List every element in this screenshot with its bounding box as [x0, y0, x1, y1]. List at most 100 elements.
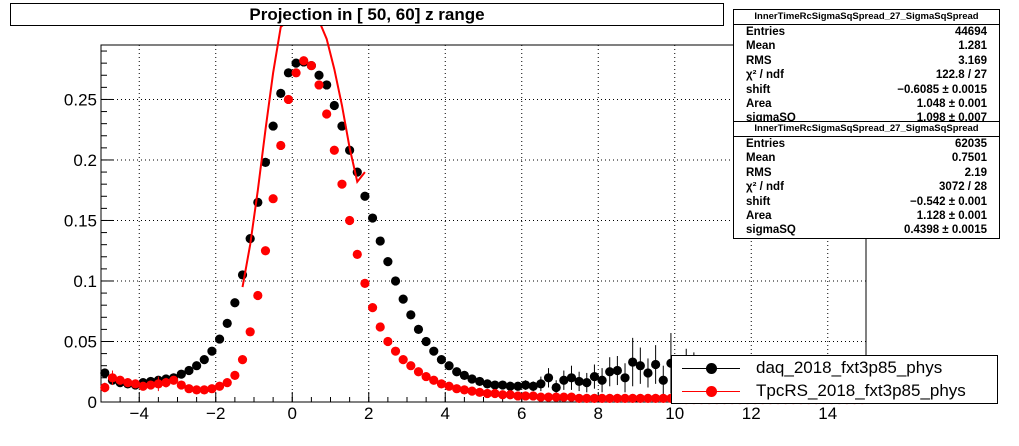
stats-value: 3072 / 28	[939, 181, 987, 194]
data-point	[283, 68, 294, 78]
x-tick-label: 14	[818, 404, 837, 423]
data-point	[444, 361, 454, 371]
data-point	[352, 249, 362, 259]
stats-header: InnerTimeRcSigmaSqSpread_27_SigmaSqSprea…	[734, 122, 999, 137]
stats-row: shift −0.6085 ± 0.0015	[734, 83, 999, 97]
data-point	[268, 121, 278, 131]
data-point	[367, 213, 378, 223]
stats-row: Area 1.128 ± 0.001	[734, 209, 999, 223]
data-point	[543, 373, 554, 383]
x-tick-label: 2	[364, 404, 373, 423]
stats-value: −0.6085 ± 0.0015	[897, 83, 987, 96]
legend-label: TpcRS_2018_fxt3p85_phys	[756, 381, 966, 400]
data-point	[345, 215, 355, 226]
data-point	[551, 392, 561, 402]
data-point	[528, 381, 538, 391]
stats-value: 62035	[955, 138, 987, 150]
stats-box-daq: InnerTimeRcSigmaSqSpread_27_SigmaSqSprea…	[733, 9, 1000, 127]
data-point	[398, 294, 408, 304]
data-point	[283, 94, 294, 105]
stats-row: χ² / ndf 122.8 / 27	[734, 68, 999, 82]
data-point	[276, 140, 286, 151]
data-point	[444, 381, 454, 391]
data-point	[413, 367, 424, 377]
data-point	[520, 391, 531, 401]
data-point	[314, 70, 324, 80]
data-point	[383, 336, 393, 347]
legend-entry-tpcrs: TpcRS_2018_fxt3p85_phys	[672, 380, 997, 402]
stats-label: Mean	[746, 152, 776, 165]
data-point	[582, 378, 592, 388]
stats-header: InnerTimeRcSigmaSqSpread_27_SigmaSqSprea…	[734, 10, 999, 25]
stats-label: Area	[746, 97, 772, 110]
data-point	[291, 58, 301, 68]
data-point	[505, 390, 515, 400]
data-point	[230, 370, 240, 380]
data-point	[643, 393, 653, 403]
legend-label: daq_2018_fxt3p85_phys	[756, 358, 943, 377]
data-point	[628, 357, 638, 367]
data-point	[337, 179, 347, 189]
stats-label: shift	[746, 83, 771, 96]
stats-box-tpcrs: InnerTimeRcSigmaSqSpread_27_SigmaSqSprea…	[733, 121, 1000, 239]
y-tick-label: 0	[88, 393, 97, 412]
data-point	[199, 385, 209, 395]
data-point	[635, 393, 645, 403]
stats-row: sigmaSQ 0.4398 ± 0.0015	[734, 223, 999, 237]
data-point	[138, 381, 148, 391]
data-point	[459, 370, 469, 380]
data-point	[390, 346, 401, 356]
data-point	[559, 392, 569, 402]
legend-marker	[706, 386, 717, 397]
data-point	[436, 379, 447, 389]
data-point	[551, 382, 561, 393]
stats-label: Entries	[746, 138, 785, 150]
data-point	[490, 380, 500, 390]
x-tick-label: 10	[665, 404, 684, 423]
stats-value: 1.281	[958, 40, 987, 53]
data-point	[612, 365, 622, 376]
legend-marker	[706, 363, 717, 374]
data-point	[475, 387, 485, 397]
data-point	[100, 368, 110, 378]
stats-row: RMS 3.169	[734, 54, 999, 68]
x-tick-label: −2	[206, 404, 225, 423]
data-point	[589, 393, 600, 403]
legend: daq_2018_fxt3p85_phys TpcRS_2018_fxt3p85…	[671, 355, 998, 404]
data-point	[253, 290, 263, 301]
data-point	[214, 334, 225, 344]
data-point	[130, 379, 141, 389]
data-point	[597, 393, 607, 403]
stats-value: 2.19	[964, 166, 987, 179]
data-point	[192, 385, 202, 395]
data-point	[214, 381, 225, 391]
data-point	[475, 376, 485, 387]
data-point	[100, 382, 110, 393]
data-point	[467, 374, 477, 384]
data-point	[643, 368, 653, 378]
data-point	[452, 384, 462, 394]
stats-value: 1.128 ± 0.001	[916, 209, 987, 222]
data-point	[291, 68, 301, 78]
data-point	[528, 391, 538, 401]
data-point	[520, 380, 531, 390]
data-point	[390, 276, 401, 286]
stats-label: χ² / ndf	[746, 181, 784, 194]
data-point	[574, 393, 584, 403]
data-point	[161, 378, 171, 388]
data-point	[612, 393, 622, 403]
data-point	[498, 380, 508, 390]
data-point	[505, 381, 515, 391]
data-point	[253, 197, 263, 207]
data-point	[482, 388, 492, 399]
data-point	[413, 324, 424, 334]
data-point	[628, 393, 638, 403]
data-point	[498, 390, 508, 400]
data-point	[620, 393, 630, 403]
data-point	[184, 365, 194, 376]
data-point	[276, 88, 286, 99]
stats-label: χ² / ndf	[746, 69, 784, 82]
x-tick-label: 4	[441, 404, 450, 423]
data-point	[658, 393, 668, 403]
data-point	[536, 379, 546, 389]
